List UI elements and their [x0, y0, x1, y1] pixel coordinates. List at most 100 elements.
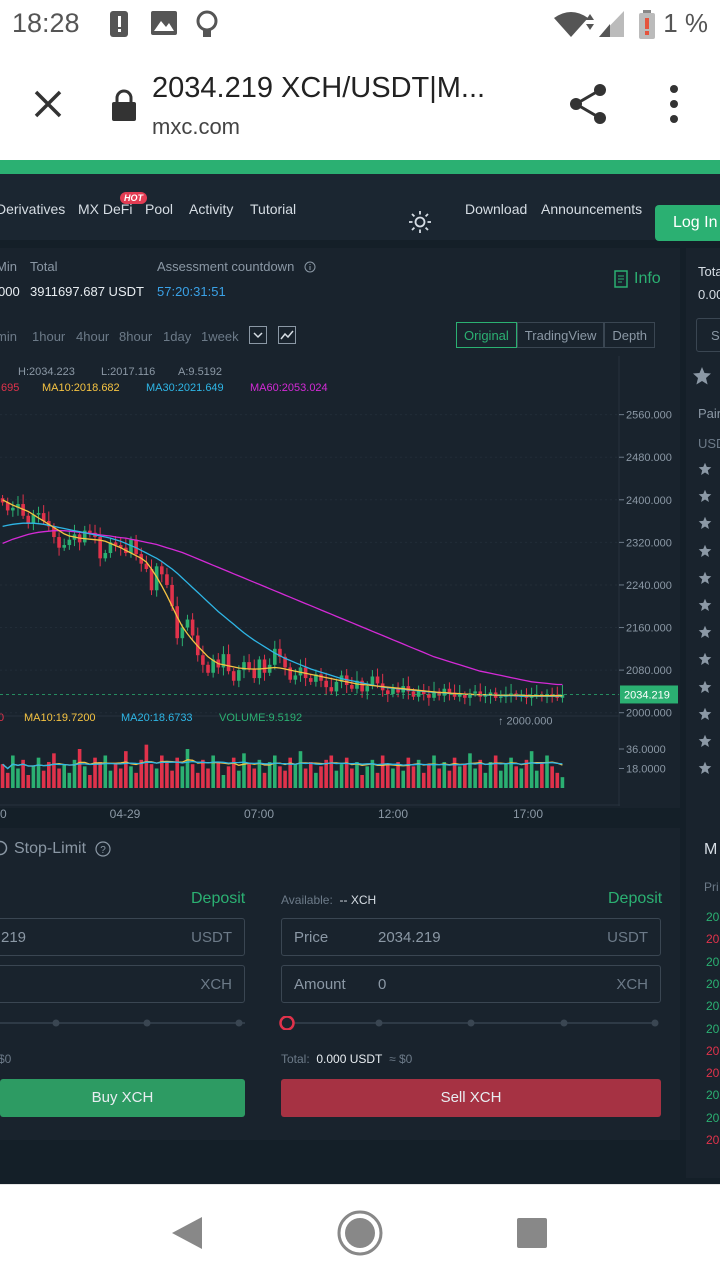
favorite-star-icon[interactable]: [698, 516, 712, 530]
trade-price: 20: [706, 1133, 720, 1147]
volume-bar: [303, 768, 308, 788]
volume-bar: [416, 759, 421, 788]
candlestick-chart[interactable]: 2560.000 2480.000 2400.000 2320.000 2240.000…: [0, 356, 680, 826]
volume-bar: [67, 772, 72, 788]
theme-toggle-icon[interactable]: [409, 211, 431, 233]
candle-body: [314, 674, 318, 682]
nav-mx-defi[interactable]: MX DeFi: [78, 201, 133, 217]
wifi-icon: [554, 12, 594, 37]
favorite-star-icon[interactable]: [698, 680, 712, 694]
sell-price-field[interactable]: Price 2034.219 USDT: [281, 918, 661, 956]
indicator-chart-icon[interactable]: [278, 326, 296, 344]
tab-depth[interactable]: Depth: [604, 322, 656, 348]
lock-icon[interactable]: [110, 88, 138, 122]
favorite-star-icon[interactable]: [698, 571, 712, 585]
candle-body: [509, 693, 513, 695]
candle-body: [11, 507, 15, 511]
info-total-value: 3911697.687 USDT: [30, 284, 144, 299]
share-icon[interactable]: [566, 82, 610, 126]
sell-xch-button[interactable]: Sell XCH: [281, 1079, 661, 1117]
favorite-star-icon[interactable]: [698, 707, 712, 721]
buy-xch-button[interactable]: Buy XCH: [0, 1079, 245, 1117]
favorite-star-icon[interactable]: [698, 544, 712, 558]
close-icon[interactable]: [28, 84, 68, 124]
volume-bar: [144, 744, 149, 788]
favorite-star-icon[interactable]: [698, 462, 712, 476]
page-url[interactable]: mxc.com: [152, 114, 240, 139]
trade-price: 20: [706, 976, 720, 991]
sell-total-approx: ≈ $0: [389, 1052, 413, 1066]
buy-amount-slider[interactable]: [0, 1016, 245, 1030]
candle-body: [57, 537, 61, 548]
favorite-star-icon[interactable]: [698, 625, 712, 639]
chevron-down-icon[interactable]: [249, 326, 267, 344]
info-link[interactable]: Info: [634, 270, 661, 287]
login-button[interactable]: Log In: [655, 205, 720, 241]
candle-body: [88, 530, 92, 533]
interval-min[interactable]: min: [0, 329, 17, 344]
time-tick-label: 12:00: [378, 807, 408, 821]
nav-pool[interactable]: Pool: [145, 201, 174, 217]
volume-bar: [463, 764, 467, 788]
interval-1day[interactable]: 1day: [163, 329, 192, 344]
volume-bar: [350, 768, 354, 788]
nav-tutorial[interactable]: Tutorial: [250, 201, 297, 217]
buy-price-field[interactable]: 219 USDT: [0, 918, 245, 956]
nav-derivatives[interactable]: Derivatives: [0, 201, 66, 217]
favorite-star-icon[interactable]: [698, 489, 712, 503]
price-tick-label: 2000.000: [626, 708, 672, 720]
info-circle-icon[interactable]: [304, 261, 316, 273]
buy-amount-unit: XCH: [200, 976, 232, 993]
interval-1hour[interactable]: 1hour: [32, 329, 66, 344]
search-box-text: S: [711, 328, 720, 343]
volume-bar: [401, 770, 406, 788]
candle-body: [67, 539, 72, 546]
nav-announcements[interactable]: Announcements: [541, 201, 643, 217]
document-icon[interactable]: [614, 270, 628, 288]
help-icon[interactable]: ?: [95, 841, 111, 857]
radio-icon[interactable]: [0, 840, 8, 856]
home-icon[interactable]: [336, 1209, 384, 1257]
nav-download[interactable]: Download: [465, 201, 528, 217]
candle-body: [324, 680, 328, 688]
candle-body: [231, 671, 236, 681]
recents-icon[interactable]: [516, 1217, 548, 1249]
volume-bar: [391, 768, 395, 788]
page-title[interactable]: 2034.219 XCH/USDT|M...: [152, 72, 486, 104]
tab-original[interactable]: Original: [456, 322, 517, 348]
rc-usdt-tab[interactable]: USD: [698, 436, 720, 451]
sell-price-label: Price: [294, 929, 329, 946]
interval-4hour[interactable]: 4hour: [76, 329, 110, 344]
volume-bar: [124, 751, 128, 788]
back-icon[interactable]: [170, 1215, 204, 1251]
candle-body: [375, 676, 380, 684]
stop-limit-tab[interactable]: Stop-Limit: [14, 840, 87, 857]
volume-bar: [457, 766, 462, 788]
candle-body: [16, 504, 20, 508]
sell-deposit-link[interactable]: Deposit: [608, 890, 663, 907]
candle-body: [5, 502, 10, 511]
buy-amount-field[interactable]: XCH: [0, 965, 245, 1003]
favorite-star-icon[interactable]: [698, 761, 712, 775]
interval-1week[interactable]: 1week: [201, 329, 239, 344]
nav-activity[interactable]: Activity: [189, 201, 234, 217]
candle-body: [365, 686, 370, 692]
volume-bar: [108, 770, 113, 788]
candle-body: [355, 680, 359, 689]
buy-deposit-link[interactable]: Deposit: [191, 890, 246, 907]
candle-body: [190, 619, 195, 636]
volume-bar: [175, 757, 180, 788]
ma60-legend: MA60:2053.024: [250, 382, 328, 394]
favorite-star-icon[interactable]: [698, 598, 712, 612]
favorite-star-icon[interactable]: [698, 652, 712, 666]
candle-body: [211, 659, 215, 673]
sell-amount-slider[interactable]: [278, 1016, 664, 1030]
tab-tradingview[interactable]: TradingView: [516, 322, 605, 348]
favorite-star-icon[interactable]: [698, 734, 712, 748]
interval-8hour[interactable]: 8hour: [119, 329, 153, 344]
more-options-icon[interactable]: [664, 84, 684, 124]
sell-amount-field[interactable]: Amount 0 XCH: [281, 965, 661, 1003]
favorites-star-icon[interactable]: [692, 366, 712, 386]
market-search-box[interactable]: S: [696, 318, 720, 352]
signal-icon: [599, 11, 624, 37]
